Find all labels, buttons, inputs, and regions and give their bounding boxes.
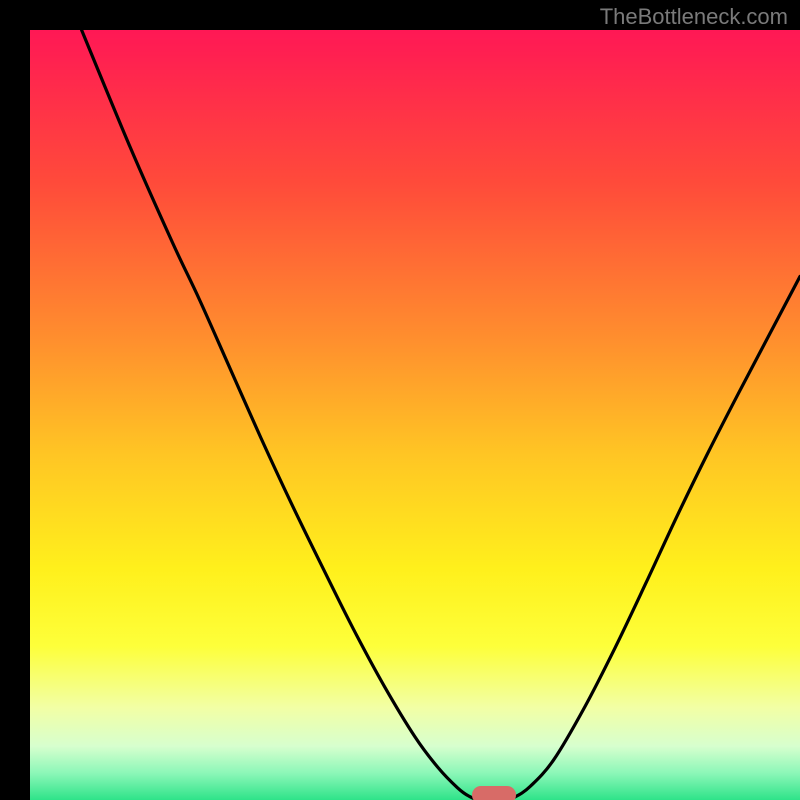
optimal-marker bbox=[472, 786, 516, 800]
outer-frame: TheBottleneck.com bbox=[0, 0, 800, 800]
plot-area bbox=[30, 30, 800, 800]
bottleneck-curve bbox=[30, 30, 800, 800]
watermark-text: TheBottleneck.com bbox=[600, 4, 788, 30]
